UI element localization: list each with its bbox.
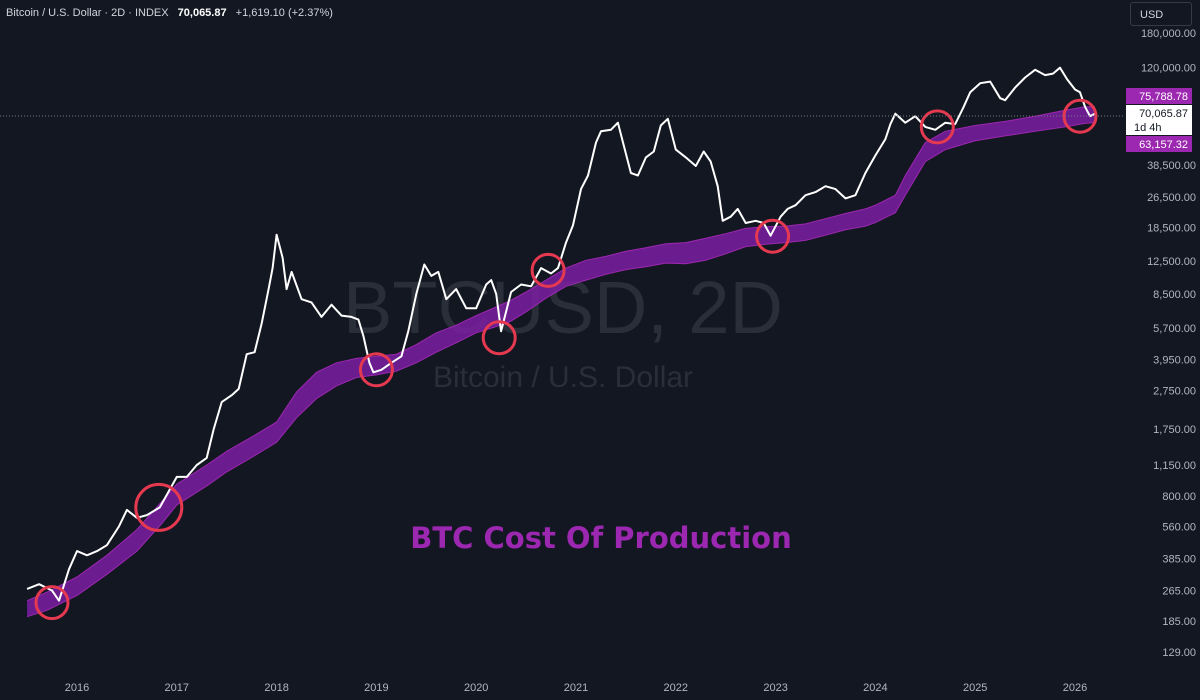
- lower-band-value: 63,157.32: [1139, 139, 1188, 151]
- cost-of-production-label: BTC Cost Of Production: [410, 521, 792, 555]
- highlight-circle: [530, 252, 566, 288]
- y-tick-label: 129.00: [1162, 647, 1196, 659]
- x-tick-label: 2018: [264, 682, 288, 694]
- highlight-circle: [481, 320, 517, 356]
- highlight-circle: [919, 109, 955, 145]
- y-tick-label: 120,000.00: [1141, 63, 1196, 75]
- y-tick-label: 2,750.00: [1153, 385, 1196, 397]
- y-tick-label: 12,500.00: [1147, 256, 1196, 268]
- x-tick-label: 2024: [863, 682, 887, 694]
- y-tick-label: 265.00: [1162, 586, 1196, 598]
- y-tick-label: 560.00: [1162, 522, 1196, 534]
- y-tick-label: 800.00: [1162, 491, 1196, 503]
- x-tick-label: 2017: [165, 682, 189, 694]
- y-tick-label: 180,000.00: [1141, 28, 1196, 40]
- last-price-value: 70,065.87: [1139, 108, 1188, 120]
- highlight-circle: [755, 218, 791, 254]
- y-tick-label: 3,950.00: [1153, 355, 1196, 367]
- y-tick-label: 8,500.00: [1153, 289, 1196, 301]
- btc-price-line: [26, 66, 1096, 602]
- x-tick-label: 2016: [65, 682, 89, 694]
- y-tick-label: 385.00: [1162, 554, 1196, 566]
- highlight-circle: [34, 585, 70, 621]
- y-tick-label: 1,750.00: [1153, 424, 1196, 436]
- x-tick-label: 2022: [664, 682, 688, 694]
- bar-countdown: 1d 4h: [1134, 122, 1162, 134]
- x-tick-label: 2020: [464, 682, 488, 694]
- y-tick-label: 18,500.00: [1147, 223, 1196, 235]
- price-change: +1,619.10 (+2.37%): [236, 7, 333, 19]
- time-axis-panel[interactable]: [0, 673, 1124, 700]
- svg-text:Bitcoin / U.S. Dollar · 2D · I: Bitcoin / U.S. Dollar · 2D · INDEX 70,06…: [6, 7, 333, 19]
- x-tick-label: 2023: [763, 682, 787, 694]
- x-tick-label: 2019: [364, 682, 388, 694]
- y-tick-label: 38,500.00: [1147, 160, 1196, 172]
- x-tick-label: 2021: [564, 682, 588, 694]
- highlight-circle: [134, 482, 184, 532]
- watermark-subtitle: Bitcoin / U.S. Dollar: [433, 361, 693, 394]
- y-tick-label: 26,500.00: [1147, 192, 1196, 204]
- lower-band-tag: [1126, 136, 1192, 152]
- last-price-header: 70,065.87: [178, 7, 227, 19]
- y-tick-label: 185.00: [1162, 616, 1196, 628]
- y-tick-label: 5,700.00: [1153, 323, 1196, 335]
- cost-band-lower-line: [26, 122, 1096, 618]
- symbol-title: Bitcoin / U.S. Dollar · 2D · INDEX: [6, 7, 169, 19]
- cost-band-upper-line: [26, 106, 1096, 602]
- currency-button[interactable]: USD: [1130, 2, 1192, 26]
- x-tick-label: 2026: [1063, 682, 1087, 694]
- upper-band-value: 75,788.78: [1139, 91, 1188, 103]
- upper-band-tag: [1126, 88, 1192, 104]
- last-price-tag: [1126, 105, 1192, 135]
- x-tick-label: 2025: [963, 682, 987, 694]
- highlight-circle: [358, 352, 394, 388]
- y-tick-label: 1,150.00: [1153, 460, 1196, 472]
